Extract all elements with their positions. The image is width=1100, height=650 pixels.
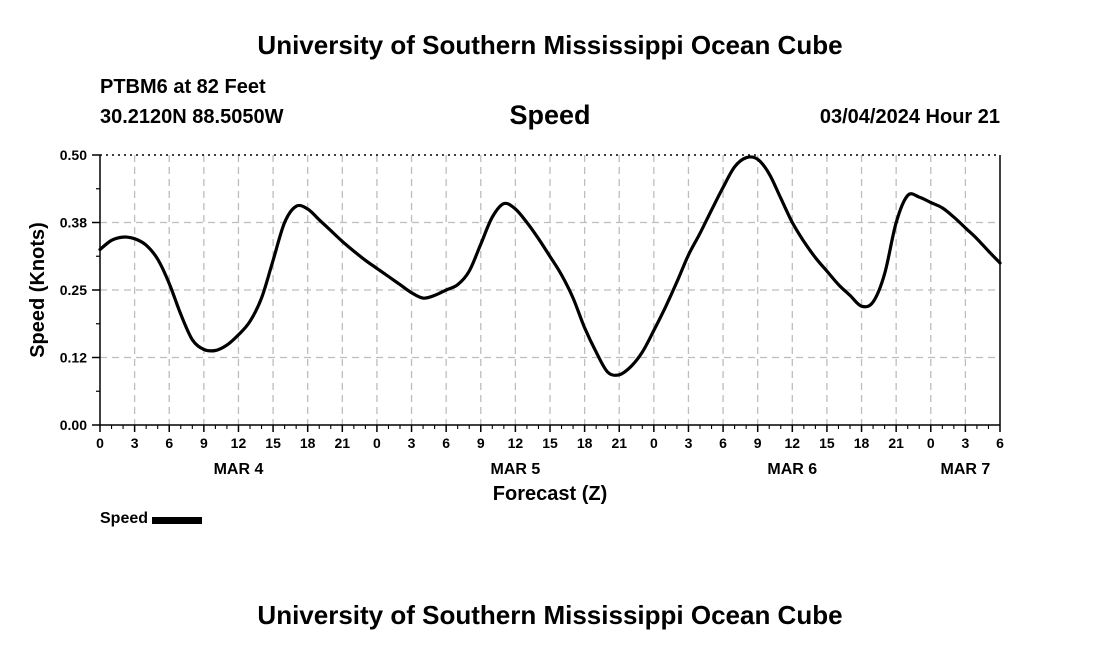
- x-tick-label: 0: [927, 435, 935, 451]
- x-tick-label: 6: [719, 435, 727, 451]
- x-tick-label: 15: [819, 435, 835, 451]
- x-tick-label: 0: [373, 435, 381, 451]
- x-tick-label: 21: [611, 435, 627, 451]
- x-tick-label: 6: [165, 435, 173, 451]
- y-tick-label: 0.00: [60, 417, 87, 433]
- x-tick-label: 12: [508, 435, 524, 451]
- x-tick-label: 9: [200, 435, 208, 451]
- page-title: University of Southern Mississippi Ocean…: [257, 30, 843, 60]
- x-tick-label: 21: [888, 435, 904, 451]
- x-tick-label: 15: [265, 435, 281, 451]
- x-tick-label: 3: [685, 435, 693, 451]
- grid-lines: [100, 154, 1000, 425]
- x-tick-label: 3: [408, 435, 416, 451]
- x-tick-label: 18: [300, 435, 316, 451]
- series-line-speed: [98, 155, 1002, 377]
- y-tick-label: 0.25: [60, 282, 87, 298]
- y-axis-label: Speed (Knots): [27, 222, 49, 358]
- series-layer: [98, 155, 1002, 377]
- x-tick-label: 3: [961, 435, 969, 451]
- coordinates-label: 30.2120N 88.5050W: [100, 106, 284, 128]
- date-label: MAR 5: [490, 461, 540, 478]
- x-tick-label: 9: [754, 435, 762, 451]
- y-tick-label: 0.38: [60, 215, 87, 231]
- x-tick-label: 12: [785, 435, 801, 451]
- forecast-datetime: 03/04/2024 Hour 21: [819, 106, 1000, 128]
- date-label: MAR 7: [940, 461, 990, 478]
- x-tick-label: 6: [996, 435, 1004, 451]
- x-tick-label: 21: [335, 435, 351, 451]
- x-tick-label: 18: [854, 435, 870, 451]
- x-tick-label: 18: [577, 435, 593, 451]
- x-tick-label: 6: [442, 435, 450, 451]
- x-tick-label: 0: [96, 435, 104, 451]
- x-tick-label: 12: [231, 435, 247, 451]
- footer-title: University of Southern Mississippi Ocean…: [257, 600, 843, 630]
- x-axis-label: Forecast (Z): [493, 483, 607, 505]
- x-tick-label: 0: [650, 435, 658, 451]
- y-tick-label: 0.50: [60, 147, 87, 163]
- x-tick-label: 15: [542, 435, 558, 451]
- axes: [92, 154, 1001, 432]
- chart-heading: Speed: [509, 100, 591, 130]
- x-tick-label: 3: [131, 435, 139, 451]
- date-label: MAR 6: [767, 461, 817, 478]
- station-label: PTBM6 at 82 Feet: [100, 76, 266, 98]
- date-label: MAR 4: [214, 461, 264, 478]
- x-tick-label: 9: [477, 435, 485, 451]
- legend: Speed: [100, 510, 203, 528]
- tick-labels: 0.00 0.12 0.25 0.38 0.50 0 3 6 9 12 15 18 21 0 3 6 9 12 15…: [60, 147, 1004, 478]
- y-tick-label: 0.12: [60, 350, 87, 366]
- legend-swatch: [152, 516, 203, 524]
- legend-label: Speed: [100, 510, 149, 527]
